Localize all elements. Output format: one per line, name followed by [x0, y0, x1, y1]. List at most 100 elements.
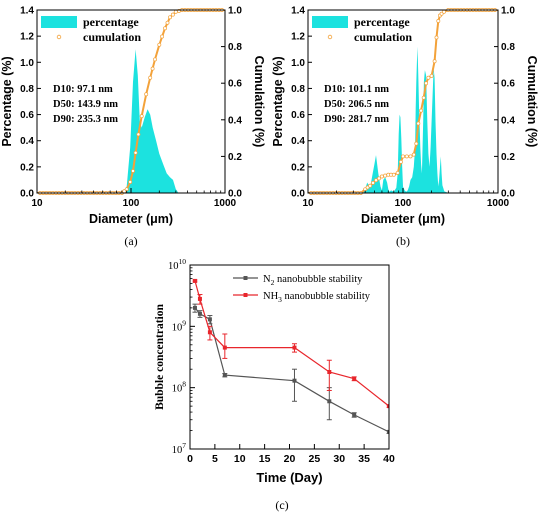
cumulation-marker [379, 174, 384, 179]
cumulation-marker [421, 95, 426, 100]
legend-marker [243, 293, 248, 297]
cumulation-marker [144, 92, 149, 97]
cumulation-marker [414, 141, 419, 146]
x-tick-label: 10 [31, 198, 43, 209]
x-tick-label: 30 [333, 453, 345, 465]
legend-text: nanobubble stability [274, 274, 363, 285]
legend-marker [243, 276, 248, 280]
data-point [327, 399, 332, 404]
stat-label: D50: 206.5 nm [324, 99, 389, 110]
y2-axis-title: Cumulation (%) [525, 56, 539, 148]
x-tick-label: 0 [187, 453, 193, 465]
cumulation-marker [165, 20, 170, 25]
legend-label: NH3 nanobubble stability [263, 291, 371, 304]
y2-tick-label: 0.4 [501, 115, 515, 126]
y-tick-label: 0.0 [20, 189, 34, 200]
cumulation-marker [148, 75, 153, 80]
stat-label: D10: 97.1 nm [53, 84, 113, 95]
y-tick-label: 1.0 [291, 58, 305, 69]
data-point [352, 376, 357, 381]
y-tick-label: 1010 [168, 257, 186, 272]
cumulation-marker [371, 180, 375, 185]
legend-subscript: 2 [271, 278, 275, 287]
legend-line-label: cumulation [83, 30, 141, 44]
y2-tick-label: 0.6 [501, 79, 515, 90]
y-tick-base: 10 [168, 261, 179, 272]
y-tick-label: 0.8 [20, 84, 34, 95]
cumulation-marker [377, 176, 381, 181]
y-tick-label: 1.0 [20, 58, 34, 69]
x-tick-label: 15 [259, 453, 271, 465]
cumulation-marker [383, 173, 388, 178]
cumulation-markers [38, 8, 224, 195]
y-tick-label: 0.0 [291, 189, 305, 200]
cumulation-marker [133, 150, 138, 155]
y-tick-label: 108 [172, 380, 187, 395]
y-tick-label: 0.2 [20, 162, 34, 173]
x-tick-label: 1000 [214, 198, 237, 209]
y2-tick-label: 0.2 [228, 152, 242, 163]
x-tick-label: 5 [212, 453, 218, 465]
y-tick-label: 1.2 [20, 32, 34, 43]
percentage-area [363, 46, 449, 193]
y-tick-label: 107 [172, 441, 187, 456]
y-tick-label: 1.2 [291, 32, 305, 43]
cumulation-marker [170, 12, 175, 17]
cumulation-marker [391, 172, 396, 177]
y-axis-title: Percentage (%) [0, 56, 14, 146]
data-point [352, 412, 357, 417]
x-tick-label: 40 [383, 453, 395, 465]
legend-fill-label: percentage [83, 15, 139, 29]
cumulation-marker [398, 159, 403, 164]
cumulation-marker [442, 9, 446, 14]
y-tick-label: 0.6 [20, 110, 34, 121]
y-tick-base: 10 [172, 322, 183, 333]
panel-label: (a) [124, 234, 137, 248]
data-point [292, 378, 297, 383]
data-point [327, 370, 332, 375]
y-tick-label: 0.4 [20, 136, 34, 147]
x-axis-title: Diameter (μm) [361, 212, 445, 226]
x-tick-label: 1000 [487, 198, 510, 209]
cumulation-marker [124, 187, 129, 192]
y-tick-label: 0.8 [291, 84, 305, 95]
y-tick-label: 1.4 [291, 6, 305, 17]
x-axis-title: Time (Day) [256, 470, 322, 485]
legend-fill-swatch [312, 16, 348, 28]
cumulation-marker [157, 42, 162, 47]
stat-label: D90: 281.7 nm [324, 114, 389, 125]
x-tick-label: 25 [309, 453, 321, 465]
legend-line-label: cumulation [354, 30, 412, 44]
cumulation-marker [163, 26, 167, 31]
cumulation-marker [150, 66, 155, 71]
cumulation-marker [136, 132, 141, 137]
cumulation-marker [408, 154, 413, 159]
x-tick-label: 20 [284, 453, 296, 465]
legend-text: nanobubble stability [282, 291, 371, 302]
panel-a: 0.0 0.2 0.4 0.6 0.8 1.0 1.2 1.4 0.0 0.2 0.4 0.6 0.8 1… [0, 6, 266, 249]
cumulation-marker [139, 114, 144, 119]
y2-tick-label: 0.0 [501, 189, 515, 200]
y-tick-base: 10 [172, 445, 183, 456]
x-axis-title: Diameter (μm) [89, 212, 173, 226]
y2-tick-label: 0.0 [228, 189, 242, 200]
y-tick-exp: 10 [179, 257, 187, 266]
stat-label: D10: 101.1 nm [324, 84, 389, 95]
legend-formula: NH [263, 291, 279, 302]
stat-label: D90: 235.3 nm [53, 114, 118, 125]
cumulation-marker [411, 152, 416, 157]
y-tick-exp: 9 [182, 318, 186, 327]
cumulation-marker [160, 34, 165, 39]
y-axis-title: Percentage (%) [271, 56, 285, 146]
cumulation-marker [131, 169, 135, 173]
data-point [192, 305, 197, 310]
x-tick-label: 10 [234, 453, 246, 465]
legend-label: N2 nanobubble stability [263, 274, 363, 287]
x-tick-label: 100 [123, 198, 140, 209]
data-point [222, 373, 227, 378]
cumulation-marker [404, 154, 409, 159]
panel-label: (c) [275, 498, 288, 512]
cumulation-marker [434, 35, 439, 40]
y-tick-label: 1.4 [20, 6, 34, 17]
